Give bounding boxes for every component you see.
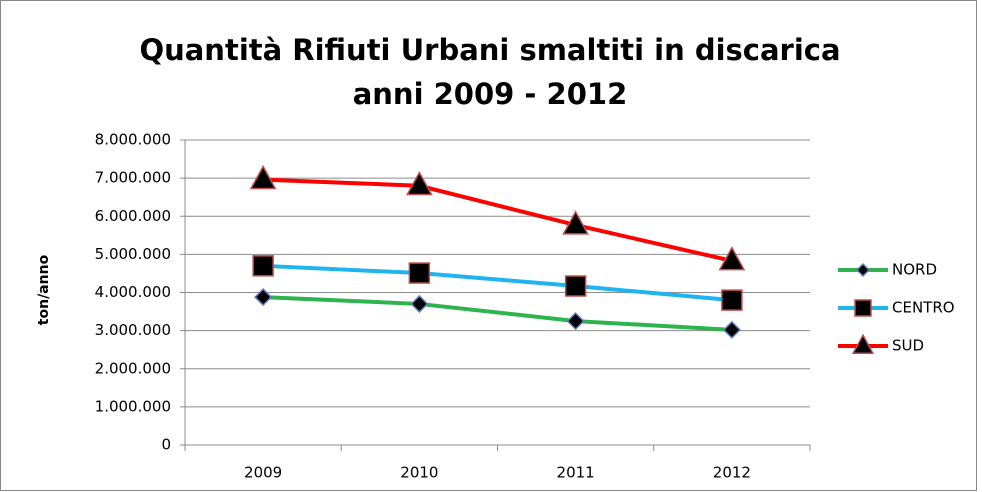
y-tick-label: 2.000.000 <box>95 359 171 377</box>
marker <box>408 262 431 284</box>
x-tick-label: 2010 <box>400 464 438 482</box>
marker <box>252 255 274 277</box>
x-tick-label: 2009 <box>244 464 282 482</box>
y-tick-label: 6.000.000 <box>95 207 171 225</box>
y-tick-label: 5.000.000 <box>95 245 171 263</box>
y-tick-label: 1.000.000 <box>95 397 171 415</box>
marker <box>722 320 741 339</box>
marker <box>854 299 872 317</box>
marker <box>249 164 277 190</box>
marker <box>855 262 871 278</box>
marker <box>564 275 587 297</box>
legend-label: NORD <box>892 261 937 279</box>
marker <box>851 333 875 354</box>
marker <box>566 312 585 331</box>
chart-title: Quantità Rifiuti Urbani smaltiti in disc… <box>139 33 840 67</box>
y-tick-label: 3.000.000 <box>95 321 171 339</box>
marker <box>254 288 273 307</box>
marker <box>718 246 746 271</box>
series-line <box>263 263 733 303</box>
y-tick-label: 8.000.000 <box>95 131 171 149</box>
y-tick-label: 0 <box>161 436 171 454</box>
marker <box>562 210 589 235</box>
x-tick-label: 2012 <box>713 464 751 482</box>
y-axis-label: ton/anno <box>36 254 52 325</box>
y-tick-label: 4.000.000 <box>95 283 171 301</box>
x-tick-label: 2011 <box>557 464 595 482</box>
marker <box>406 170 433 196</box>
series-line <box>263 295 732 332</box>
marker <box>721 289 743 311</box>
marker <box>410 294 429 313</box>
chart-title: anni 2009 - 2012 <box>353 77 628 111</box>
legend-label: CENTRO <box>892 299 955 317</box>
legend-label: SUD <box>892 337 924 355</box>
y-tick-label: 7.000.000 <box>95 169 171 187</box>
series-line <box>263 177 733 263</box>
